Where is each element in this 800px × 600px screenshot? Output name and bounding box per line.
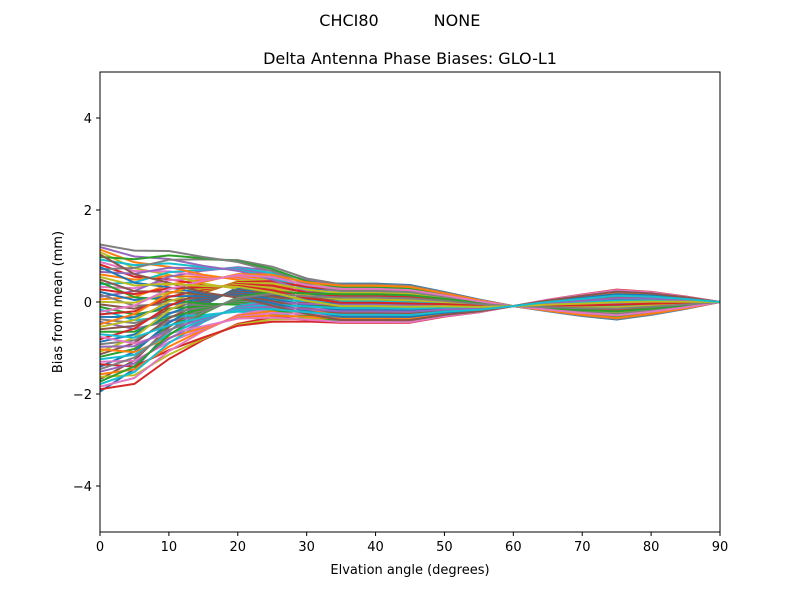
series-line <box>99 283 721 309</box>
series-line <box>99 297 721 348</box>
series-line <box>99 273 721 326</box>
series-lines <box>99 243 721 393</box>
y-tick-label: −4 <box>73 480 92 495</box>
x-tick-label: 90 <box>712 540 729 555</box>
y-axis-label: Bias from mean (mm) <box>51 231 66 373</box>
x-axis: 0 10 20 30 40 50 60 70 80 90 <box>96 532 728 555</box>
x-tick-label: 60 <box>505 540 522 555</box>
series-line <box>99 299 721 361</box>
series-line <box>99 243 721 315</box>
suptitle-radome: NONE <box>434 11 481 30</box>
series-line <box>99 290 721 383</box>
x-tick-label: 20 <box>230 540 247 555</box>
x-tick-label: 10 <box>161 540 178 555</box>
x-tick-label: 0 <box>96 540 104 555</box>
series-line <box>99 284 721 308</box>
x-tick-label: 30 <box>298 540 315 555</box>
series-line <box>99 275 721 308</box>
x-tick-label: 80 <box>643 540 660 555</box>
chart-title: Delta Antenna Phase Biases: GLO-L1 <box>263 49 557 68</box>
series-line <box>99 283 721 316</box>
y-tick-label: −2 <box>73 388 92 403</box>
x-tick-label: 40 <box>367 540 384 555</box>
series-line <box>99 289 721 345</box>
x-tick-label: 70 <box>574 540 591 555</box>
series-line <box>99 301 721 373</box>
series-line <box>99 292 721 371</box>
suptitle-station: CHCI80 <box>319 11 378 30</box>
series-line <box>99 253 721 322</box>
series-line <box>99 274 721 317</box>
y-tick-label: 4 <box>84 112 92 127</box>
y-axis: −4 −2 0 2 4 <box>73 112 100 495</box>
x-axis-label: Elvation angle (degrees) <box>330 563 489 578</box>
series-line <box>99 258 721 320</box>
y-tick-label: 0 <box>84 296 92 311</box>
x-tick-label: 50 <box>436 540 453 555</box>
series-line <box>99 266 721 318</box>
series-line <box>99 294 721 339</box>
y-tick-label: 2 <box>84 204 92 219</box>
